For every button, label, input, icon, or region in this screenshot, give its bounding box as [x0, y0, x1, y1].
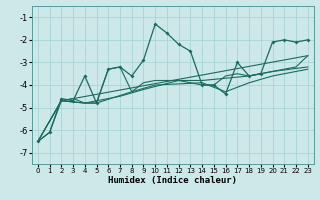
X-axis label: Humidex (Indice chaleur): Humidex (Indice chaleur) — [108, 176, 237, 185]
